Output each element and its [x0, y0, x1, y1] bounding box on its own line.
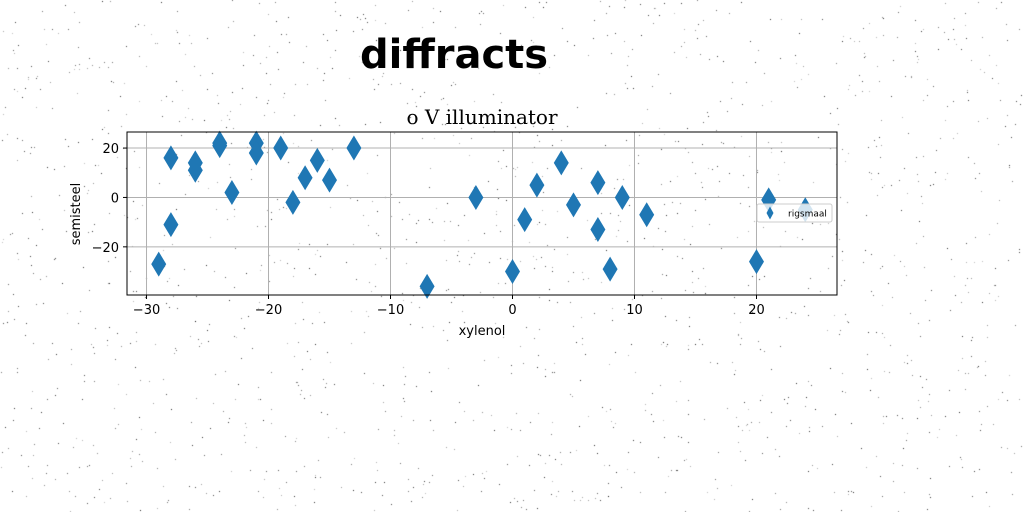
- x-tick-label: 10: [626, 303, 643, 318]
- y-tick-label: −20: [92, 241, 119, 256]
- data-point-marker: [639, 202, 655, 228]
- data-point-marker: [346, 135, 362, 161]
- x-tick-label: 20: [748, 303, 765, 318]
- x-tick-label: 0: [508, 303, 516, 318]
- data-point-marker: [529, 172, 545, 198]
- data-point-marker: [187, 157, 203, 183]
- data-point-marker: [285, 189, 301, 215]
- data-point-marker: [224, 180, 240, 206]
- data-point-marker: [517, 207, 533, 233]
- data-point-marker: [565, 192, 581, 218]
- y-axis-label: semisteel: [69, 183, 84, 246]
- y-tick-label: 0: [111, 191, 119, 206]
- x-tick-label: −20: [255, 303, 282, 318]
- x-axis-ticks: −30 −20 −10 0 10 20: [133, 295, 765, 318]
- data-point-marker: [322, 167, 338, 193]
- figure-suptitle: diffracts: [360, 32, 549, 78]
- data-point-marker: [419, 273, 435, 299]
- y-tick-label: 20: [102, 142, 119, 157]
- x-axis-label: xylenol: [459, 324, 506, 339]
- data-point-marker: [602, 256, 618, 282]
- data-point-marker: [504, 259, 520, 285]
- data-point-marker: [590, 170, 606, 196]
- legend-marker-icon: [766, 206, 774, 220]
- y-axis-ticks: −20 0 20: [92, 142, 127, 256]
- legend-entry-label: rigsmaal: [788, 210, 827, 220]
- x-tick-label: −30: [133, 303, 160, 318]
- legend-frame: [756, 203, 833, 223]
- data-point-marker: [553, 150, 569, 176]
- data-point-marker: [614, 184, 630, 210]
- chart-title: o V illuminator: [406, 105, 558, 129]
- series-markers: [151, 130, 813, 299]
- data-point-marker: [248, 140, 264, 166]
- data-point-marker: [748, 249, 764, 275]
- data-point-marker: [212, 133, 228, 159]
- data-point-marker: [273, 135, 289, 161]
- data-point-marker: [590, 217, 606, 243]
- data-point-marker: [309, 147, 325, 173]
- plot-frame: [126, 131, 838, 296]
- legend: rigsmaal: [756, 203, 833, 223]
- data-point-marker: [163, 145, 179, 171]
- x-tick-label: −10: [377, 303, 404, 318]
- data-point-marker: [297, 165, 313, 191]
- data-point-marker: [151, 251, 167, 277]
- grid-lines: [127, 132, 837, 295]
- data-point-marker: [163, 212, 179, 238]
- data-point-marker: [468, 184, 484, 210]
